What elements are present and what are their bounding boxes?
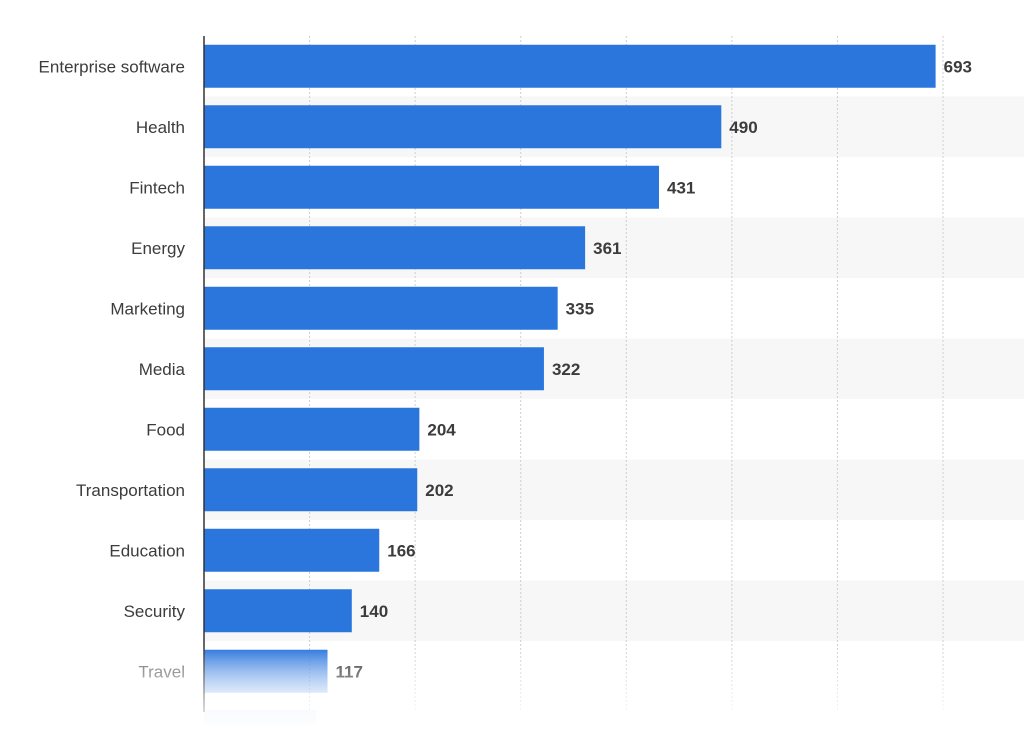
bar[interactable] [204,528,380,572]
value-label: 335 [566,299,594,318]
category-label: Marketing [110,299,185,318]
value-label: 361 [593,239,621,258]
bar[interactable] [204,165,660,209]
category-label: Health [136,118,185,137]
value-label: 490 [729,118,757,137]
category-label: Enterprise software [39,57,185,76]
category-label: Fintech [129,178,185,197]
bar[interactable] [204,347,544,391]
value-label: 431 [667,178,695,197]
category-label: Energy [131,239,185,258]
bar[interactable] [204,589,352,633]
category-label: Security [124,602,186,621]
bar[interactable] [204,226,586,270]
category-label: Media [139,360,186,379]
category-label: Food [146,420,185,439]
bar[interactable] [204,105,722,149]
value-label: 204 [427,420,456,439]
category-label: Education [109,541,185,560]
value-label: 202 [425,481,453,500]
bar[interactable] [204,407,420,451]
bar[interactable] [204,44,936,88]
value-label: 322 [552,360,580,379]
value-label: 140 [360,602,388,621]
category-label: Travel [138,662,185,681]
bar[interactable] [204,649,328,693]
bars [204,44,936,725]
bar-cutoff-hint [204,710,316,725]
value-label: 166 [387,541,415,560]
bar[interactable] [204,286,558,330]
value-label: 693 [944,57,972,76]
category-label: Transportation [76,481,185,500]
category-labels: Enterprise software Health Fintech Energy Ma… [39,57,186,681]
value-label: 117 [336,662,363,681]
bar[interactable] [204,468,418,512]
